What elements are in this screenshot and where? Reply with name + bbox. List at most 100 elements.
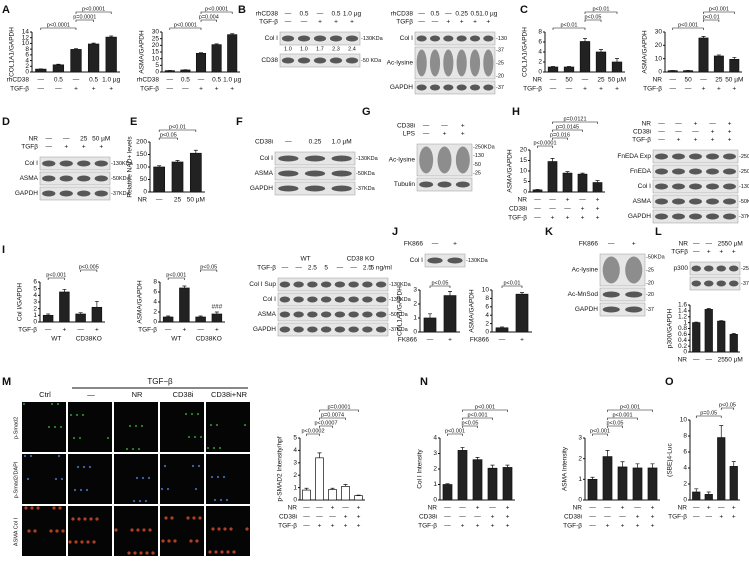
row-cell: — bbox=[167, 77, 174, 84]
size-marker: -130 bbox=[496, 36, 507, 42]
y-tick-label: 0 bbox=[658, 69, 662, 76]
cell bbox=[56, 402, 60, 406]
blot-band bbox=[625, 291, 643, 298]
significance-bracket bbox=[319, 417, 346, 420]
blot-band bbox=[429, 84, 441, 91]
bar bbox=[617, 466, 628, 501]
cell bbox=[225, 498, 229, 502]
lane-label: + bbox=[318, 19, 322, 26]
cell bbox=[136, 528, 140, 532]
row-cell: + bbox=[357, 523, 361, 530]
significance-bracket bbox=[75, 11, 112, 14]
y-tick-label: 0.2 bbox=[678, 343, 687, 350]
error-bar bbox=[448, 291, 452, 296]
band-label: Col I bbox=[25, 160, 39, 167]
bar bbox=[547, 66, 559, 73]
lane-label: + bbox=[711, 137, 715, 144]
row-label: FK866 bbox=[470, 337, 490, 344]
y-tick-label: 10 bbox=[680, 417, 688, 424]
lane-label: — bbox=[706, 241, 713, 248]
blot-band bbox=[706, 213, 719, 220]
size-marker: -37KDa bbox=[739, 214, 749, 220]
cell bbox=[75, 413, 79, 417]
row-label: CD38i bbox=[279, 514, 297, 521]
row-cell: + bbox=[506, 514, 510, 521]
row-label: TGF-β bbox=[643, 86, 662, 93]
error-bar bbox=[230, 33, 235, 35]
lane-label: + bbox=[473, 19, 477, 26]
row-cell: — bbox=[474, 514, 481, 521]
error-bar bbox=[719, 425, 724, 438]
y-tick-label: 0 bbox=[25, 69, 29, 76]
bar bbox=[457, 450, 468, 501]
error-bar bbox=[490, 464, 495, 469]
significance-bracket bbox=[306, 433, 320, 436]
blot-band bbox=[447, 257, 463, 264]
row-label: p-Smad2/DAPI bbox=[13, 461, 19, 498]
y-tick-label: 2 bbox=[578, 455, 582, 462]
significance-bracket bbox=[720, 407, 735, 410]
band-label: ASMA bbox=[255, 170, 274, 177]
bar bbox=[704, 494, 713, 501]
blot-band bbox=[672, 168, 685, 175]
error-bar bbox=[199, 52, 203, 54]
y-tick-label: 5 bbox=[155, 62, 159, 69]
y-tick-label: 2 bbox=[413, 301, 417, 308]
size-marker: -37KDa bbox=[356, 186, 376, 192]
y-tick-label: 6 bbox=[33, 279, 37, 286]
p-value: p<0.0007 bbox=[314, 420, 337, 426]
blot-band bbox=[279, 326, 291, 333]
size-marker: -50 KDa bbox=[361, 58, 382, 64]
error-bar bbox=[551, 66, 555, 67]
size-marker: -25 bbox=[496, 60, 504, 66]
blot-band bbox=[419, 181, 434, 188]
cell bbox=[145, 551, 149, 555]
bar bbox=[487, 467, 498, 501]
column-label: Ctrl bbox=[39, 390, 51, 399]
bar bbox=[729, 58, 740, 73]
cell bbox=[194, 487, 198, 491]
error-bar bbox=[590, 476, 595, 480]
column-label: — bbox=[87, 390, 95, 399]
panel-letter: B bbox=[238, 4, 246, 16]
blot-band bbox=[59, 160, 73, 167]
blot-band bbox=[706, 183, 719, 190]
blot-band bbox=[362, 326, 373, 333]
blot-band bbox=[375, 326, 387, 333]
blot-band bbox=[320, 326, 332, 333]
row-cell: — bbox=[693, 357, 700, 364]
p-value: p<0.0001 bbox=[533, 140, 556, 146]
cell bbox=[232, 550, 236, 554]
column-label: CD38i bbox=[173, 390, 194, 399]
micrograph bbox=[160, 506, 204, 556]
blot-band bbox=[278, 185, 299, 192]
row-cell: 25 bbox=[597, 77, 605, 84]
lane-label: 1.0 µg bbox=[479, 11, 498, 18]
cell bbox=[130, 528, 134, 532]
y-axis-label: ASMA/GAPDH bbox=[507, 149, 514, 193]
row-cell: + bbox=[92, 86, 96, 93]
lane-label: + bbox=[486, 19, 490, 26]
row-cell: — bbox=[55, 86, 62, 93]
size-marker: -25 bbox=[473, 170, 481, 176]
cell bbox=[212, 446, 216, 450]
row-cell: + bbox=[506, 505, 510, 512]
p-value: p<0.001 bbox=[678, 22, 698, 28]
row-cell: + bbox=[491, 514, 495, 521]
micrograph bbox=[68, 402, 112, 452]
y-tick-label: 1.6 bbox=[678, 302, 687, 309]
blot-band bbox=[329, 57, 343, 64]
lane-label: — bbox=[285, 11, 292, 18]
lane-label: — bbox=[46, 144, 53, 151]
blot-band bbox=[723, 198, 736, 205]
row-cell: + bbox=[596, 215, 600, 222]
error-bar bbox=[719, 320, 724, 322]
row-cell: + bbox=[551, 215, 555, 222]
error-bar bbox=[166, 315, 171, 317]
error-bar bbox=[214, 311, 219, 314]
row-cell: + bbox=[651, 514, 655, 521]
p-value: p<0.05 bbox=[462, 420, 479, 426]
panel-letter: C bbox=[520, 4, 528, 16]
